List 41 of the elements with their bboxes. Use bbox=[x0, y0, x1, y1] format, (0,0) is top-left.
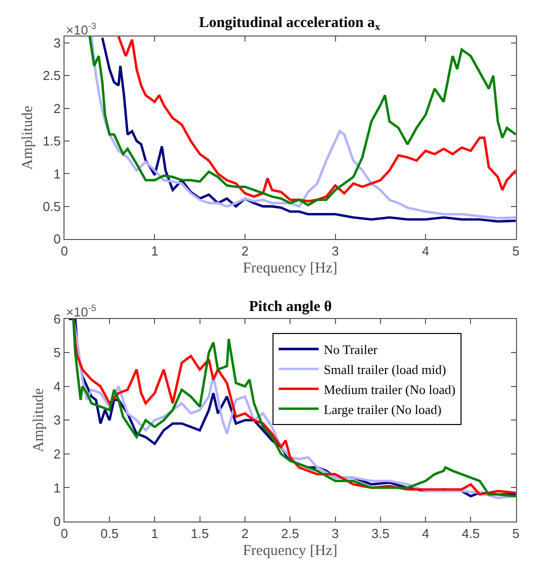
chart-title: Pitch angle θ bbox=[249, 299, 332, 315]
y-tick-label: 5 bbox=[54, 345, 61, 360]
x-tick-label: 1.5 bbox=[190, 526, 209, 542]
x-tick-label: 5 bbox=[512, 244, 520, 259]
x-tick-label: 4 bbox=[422, 244, 430, 259]
y-tick-label: 2.5 bbox=[42, 68, 61, 84]
x-tick-label: 0.5 bbox=[100, 526, 119, 542]
x-tick-label: 3.5 bbox=[371, 526, 390, 542]
y-tick-label: 0 bbox=[54, 232, 61, 247]
y-tick-label: 1 bbox=[54, 480, 61, 496]
x-tick-label: 3 bbox=[332, 526, 339, 542]
y-axis-title: Amplitude bbox=[20, 105, 36, 170]
y-tick-label: 2 bbox=[54, 100, 61, 116]
chart-title: Longitudinal acceleration a$_{x}$ bbox=[199, 15, 381, 34]
legend-label: No Trailer bbox=[324, 342, 378, 358]
y-tick-label: 4 bbox=[54, 378, 61, 394]
legend-label: Medium trailer (No load) bbox=[324, 382, 456, 397]
legend-label: Small trailer (load mid) bbox=[324, 362, 446, 377]
x-axis-title: Frequency [Hz] bbox=[242, 260, 338, 277]
y-axis-title: Amplitude bbox=[30, 388, 47, 452]
annotation: ×10$^{-5}$ bbox=[66, 303, 96, 320]
annotation: ×10$^{-3}$ bbox=[66, 21, 96, 38]
x-tick-label: 3 bbox=[332, 244, 339, 259]
y-tick-label: 1.5 bbox=[42, 134, 61, 149]
x-tick-label: 2 bbox=[241, 244, 249, 259]
x-tick-label: 4 bbox=[422, 526, 430, 542]
x-tick-label: 5 bbox=[512, 526, 520, 542]
x-axis-title: Frequency [Hz] bbox=[242, 543, 338, 560]
x-tick-label: 1 bbox=[151, 244, 158, 259]
x-tick-label: 1 bbox=[151, 526, 158, 542]
y-tick-label: 3 bbox=[54, 36, 61, 51]
y-tick-label: 3 bbox=[54, 412, 61, 428]
y-tick-label: 2 bbox=[54, 446, 61, 462]
y-tick-label: 0 bbox=[54, 514, 61, 530]
x-tick-label: 4.5 bbox=[462, 526, 480, 542]
y-tick-label: 1 bbox=[54, 166, 61, 182]
y-tick-label: 0.5 bbox=[42, 198, 61, 214]
y-tick-label: 6 bbox=[54, 311, 61, 326]
x-tick-label: 2 bbox=[241, 526, 249, 542]
legend-label: Large trailer (No load) bbox=[324, 402, 442, 417]
x-tick-label: 2.5 bbox=[281, 526, 300, 542]
